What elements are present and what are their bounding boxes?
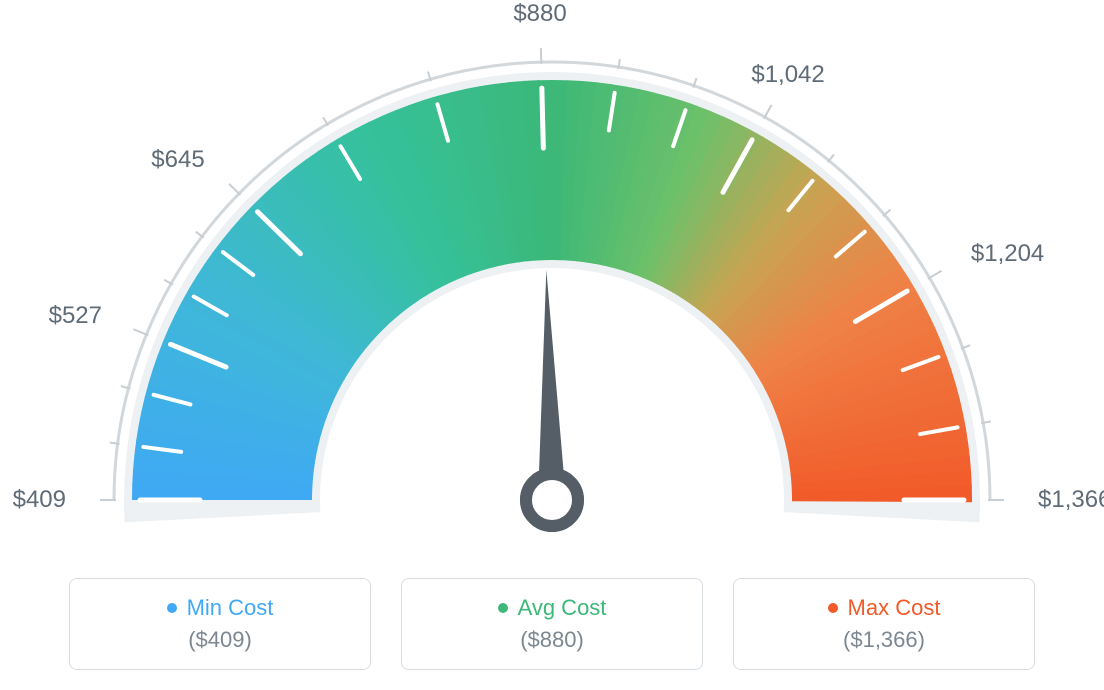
dot-icon <box>498 603 508 613</box>
dot-icon <box>167 603 177 613</box>
gauge-tick-label: $1,204 <box>971 240 1044 268</box>
legend-card-max: Max Cost ($1,366) <box>733 578 1035 670</box>
legend-value-min: ($409) <box>188 627 252 653</box>
legend-card-min: Min Cost ($409) <box>69 578 371 670</box>
legend-row: Min Cost ($409) Avg Cost ($880) Max Cost… <box>0 578 1104 670</box>
legend-title-text: Avg Cost <box>518 595 607 621</box>
legend-value-max: ($1,366) <box>843 627 925 653</box>
legend-title-text: Max Cost <box>848 595 941 621</box>
legend-title-text: Min Cost <box>187 595 274 621</box>
legend-card-avg: Avg Cost ($880) <box>401 578 703 670</box>
legend-title-avg: Avg Cost <box>498 595 607 621</box>
legend-title-min: Min Cost <box>167 595 274 621</box>
gauge-tick-label: $1,042 <box>751 61 824 89</box>
legend-title-max: Max Cost <box>828 595 941 621</box>
gauge-tick-label: $409 <box>13 486 66 514</box>
dot-icon <box>828 603 838 613</box>
chart-container: $409 $527 $645 $880 $1,042 $1,204 $1,366 Min C… <box>0 0 1104 690</box>
gauge-tick-label: $880 <box>513 0 566 28</box>
legend-value-avg: ($880) <box>520 627 584 653</box>
gauge-area: $409 $527 $645 $880 $1,042 $1,204 $1,366 <box>0 0 1104 560</box>
gauge-tick-label: $1,366 <box>1038 486 1104 514</box>
gauge-tick-label: $527 <box>49 302 102 330</box>
gauge-tick-label: $645 <box>151 146 204 174</box>
gauge-svg <box>0 20 1104 580</box>
